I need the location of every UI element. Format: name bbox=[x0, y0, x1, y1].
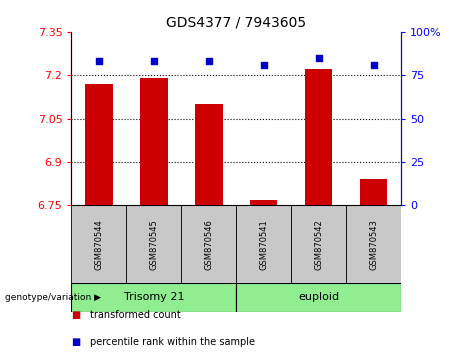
Text: GSM870543: GSM870543 bbox=[369, 219, 378, 270]
Bar bbox=[236, 205, 291, 283]
Text: genotype/variation ▶: genotype/variation ▶ bbox=[5, 293, 100, 302]
Bar bbox=[71, 283, 236, 312]
Point bbox=[95, 58, 103, 64]
Bar bbox=[291, 205, 346, 283]
Bar bbox=[360, 179, 387, 205]
Text: GSM870545: GSM870545 bbox=[149, 219, 159, 270]
Point bbox=[370, 62, 377, 68]
Bar bbox=[346, 205, 401, 283]
Text: GSM870541: GSM870541 bbox=[259, 219, 268, 270]
Point bbox=[315, 55, 322, 61]
Bar bbox=[126, 205, 181, 283]
Text: ■: ■ bbox=[71, 337, 81, 347]
Text: GSM870544: GSM870544 bbox=[95, 219, 103, 270]
Text: GSM870546: GSM870546 bbox=[204, 219, 213, 270]
Text: GSM870542: GSM870542 bbox=[314, 219, 323, 270]
Point bbox=[150, 58, 158, 64]
Bar bbox=[181, 205, 236, 283]
Bar bbox=[195, 104, 223, 205]
Text: euploid: euploid bbox=[298, 292, 339, 302]
Bar bbox=[140, 78, 168, 205]
Bar bbox=[305, 69, 332, 205]
Point bbox=[205, 58, 213, 64]
Text: percentile rank within the sample: percentile rank within the sample bbox=[90, 337, 255, 347]
Title: GDS4377 / 7943605: GDS4377 / 7943605 bbox=[166, 15, 306, 29]
Text: Trisomy 21: Trisomy 21 bbox=[124, 292, 184, 302]
Bar bbox=[85, 84, 112, 205]
Bar bbox=[250, 200, 278, 205]
Bar bbox=[71, 205, 126, 283]
Point bbox=[260, 62, 267, 68]
Bar bbox=[236, 283, 401, 312]
Text: transformed count: transformed count bbox=[90, 310, 181, 320]
Text: ■: ■ bbox=[71, 310, 81, 320]
